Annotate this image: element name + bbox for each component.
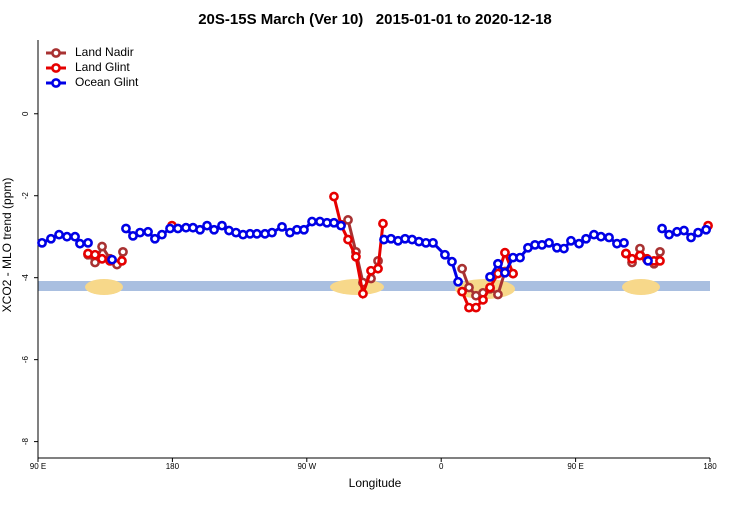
point <box>217 220 227 231</box>
point <box>351 251 361 262</box>
point <box>596 231 606 242</box>
point <box>544 237 554 248</box>
point <box>686 232 696 243</box>
y-tick-label: -6 <box>21 356 30 364</box>
point <box>54 229 64 240</box>
point <box>143 226 153 237</box>
point <box>90 249 100 260</box>
point <box>453 276 463 287</box>
land-patch <box>622 279 660 295</box>
x-tick-label: 90 E <box>567 462 583 471</box>
point <box>693 227 703 238</box>
point <box>329 191 339 202</box>
point <box>62 231 72 242</box>
point <box>307 216 317 227</box>
point <box>457 286 468 297</box>
point <box>464 282 474 293</box>
point <box>75 238 85 249</box>
legend-label: Land Glint <box>75 60 130 74</box>
x-tick-label: 180 <box>166 462 180 471</box>
point <box>209 224 219 235</box>
point <box>627 253 637 264</box>
point <box>107 254 117 265</box>
point <box>566 235 576 246</box>
point <box>373 263 383 274</box>
point <box>343 215 353 225</box>
point <box>121 223 131 234</box>
y-tick-label: 0 <box>21 111 30 116</box>
point <box>157 229 167 240</box>
point <box>679 225 689 236</box>
point <box>97 253 107 264</box>
point <box>493 289 503 300</box>
point <box>515 252 525 263</box>
point <box>500 267 510 278</box>
y-tick-label: -4 <box>21 274 30 282</box>
point <box>664 229 674 240</box>
x-tick-label: 90 E <box>30 462 46 471</box>
chart-title: 20S-15S March (Ver 10) 2015-01-01 to 202… <box>198 11 552 28</box>
point <box>150 233 160 244</box>
point <box>621 248 631 259</box>
point <box>485 282 495 293</box>
point <box>336 220 346 231</box>
point <box>299 224 309 235</box>
point <box>508 268 518 279</box>
point <box>195 224 205 235</box>
point <box>202 220 212 231</box>
point <box>46 233 56 244</box>
point <box>343 234 353 245</box>
point <box>83 237 93 248</box>
point <box>657 223 667 234</box>
x-tick-label: 180 <box>703 462 717 471</box>
point <box>173 223 183 234</box>
point <box>165 223 175 234</box>
point <box>378 218 388 229</box>
point <box>358 288 368 299</box>
point <box>135 227 145 238</box>
legend-marker <box>51 63 61 73</box>
point <box>619 237 629 248</box>
point <box>440 249 450 260</box>
point <box>655 255 665 266</box>
point <box>447 256 457 267</box>
land-patch <box>330 279 384 295</box>
point <box>428 237 438 248</box>
point <box>457 263 468 274</box>
point <box>478 294 488 305</box>
point <box>277 221 287 232</box>
point <box>252 228 262 239</box>
legend-marker <box>51 78 61 88</box>
point <box>493 258 503 269</box>
point <box>655 246 665 257</box>
point <box>118 246 128 257</box>
point <box>574 238 584 249</box>
x-axis-title: Longitude <box>349 476 402 490</box>
y-tick-label: -8 <box>21 438 30 446</box>
legend-label: Ocean Glint <box>75 75 139 89</box>
point <box>643 255 653 266</box>
point <box>471 302 481 313</box>
point <box>37 237 47 248</box>
x-tick-label: 90 W <box>297 462 316 471</box>
legend-marker <box>51 48 61 58</box>
point <box>485 271 495 282</box>
y-axis-title: XCO2 - MLO trend (ppm) <box>0 178 14 313</box>
point <box>70 231 80 242</box>
point <box>604 232 614 243</box>
point <box>97 241 107 252</box>
point <box>500 247 510 258</box>
x-tick-label: 0 <box>439 462 444 471</box>
point <box>581 233 591 244</box>
point <box>559 243 569 254</box>
y-tick-label: -2 <box>21 192 30 200</box>
land-patch <box>85 279 123 295</box>
point <box>267 227 277 238</box>
legend-label: Land Nadir <box>75 45 134 59</box>
point <box>117 255 127 266</box>
point <box>701 224 712 235</box>
